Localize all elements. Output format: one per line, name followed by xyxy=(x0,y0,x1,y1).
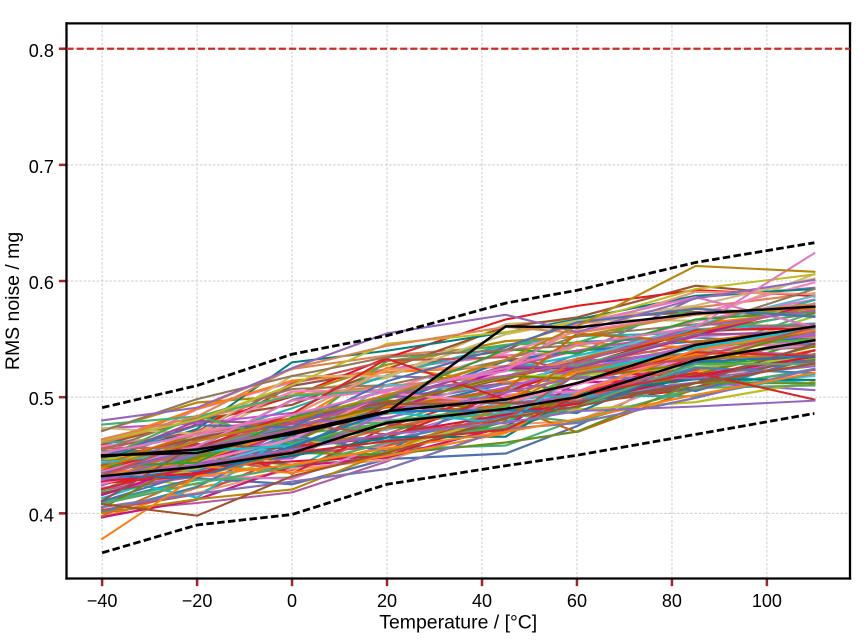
svg-text:80: 80 xyxy=(662,591,682,611)
svg-text:20: 20 xyxy=(377,591,397,611)
svg-text:0.8: 0.8 xyxy=(29,41,54,61)
svg-text:−40: −40 xyxy=(87,591,118,611)
svg-text:0: 0 xyxy=(287,591,297,611)
svg-text:100: 100 xyxy=(752,591,782,611)
svg-text:−20: −20 xyxy=(182,591,213,611)
svg-text:0.7: 0.7 xyxy=(29,157,54,177)
svg-text:Temperature / [°C]: Temperature / [°C] xyxy=(379,611,537,633)
svg-text:60: 60 xyxy=(567,591,587,611)
svg-text:0.6: 0.6 xyxy=(29,273,54,293)
svg-text:40: 40 xyxy=(472,591,492,611)
svg-text:0.4: 0.4 xyxy=(29,505,54,525)
svg-text:RMS noise / mg: RMS noise / mg xyxy=(2,232,24,370)
svg-text:0.5: 0.5 xyxy=(29,389,54,409)
